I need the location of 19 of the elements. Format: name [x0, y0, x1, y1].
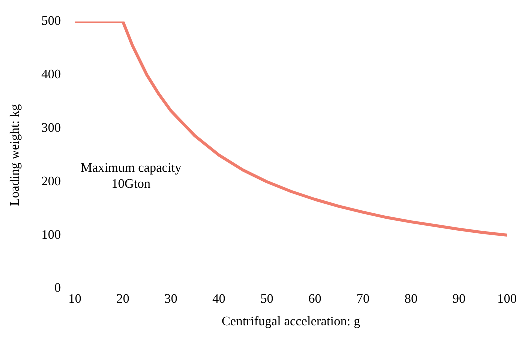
x-tick-label: 90 — [452, 291, 466, 306]
y-tick-label: 500 — [42, 13, 62, 28]
x-tick-label: 60 — [308, 291, 322, 306]
x-tick-label: 20 — [116, 291, 130, 306]
x-tick-label: 80 — [404, 291, 418, 306]
annotation: Maximum capacity 10Gton — [80, 160, 182, 192]
x-tick-label: 40 — [212, 291, 226, 306]
x-tick-label: 70 — [356, 291, 370, 306]
y-tick-label: 200 — [42, 173, 62, 188]
x-tick-label: 100 — [498, 291, 517, 306]
x-tick-label: 50 — [260, 291, 274, 306]
y-tick-label: 400 — [42, 66, 62, 82]
x-axis-title: Centrifugal acceleration: g — [222, 314, 361, 329]
x-tick-label: 30 — [164, 291, 178, 306]
y-tick-label: 300 — [42, 120, 62, 136]
y-tick-label: 100 — [42, 226, 62, 242]
y-axis-title: Loading weight: kg — [7, 104, 22, 206]
x-tick-label: 10 — [68, 291, 82, 306]
y-tick-label: 0 — [54, 280, 62, 296]
